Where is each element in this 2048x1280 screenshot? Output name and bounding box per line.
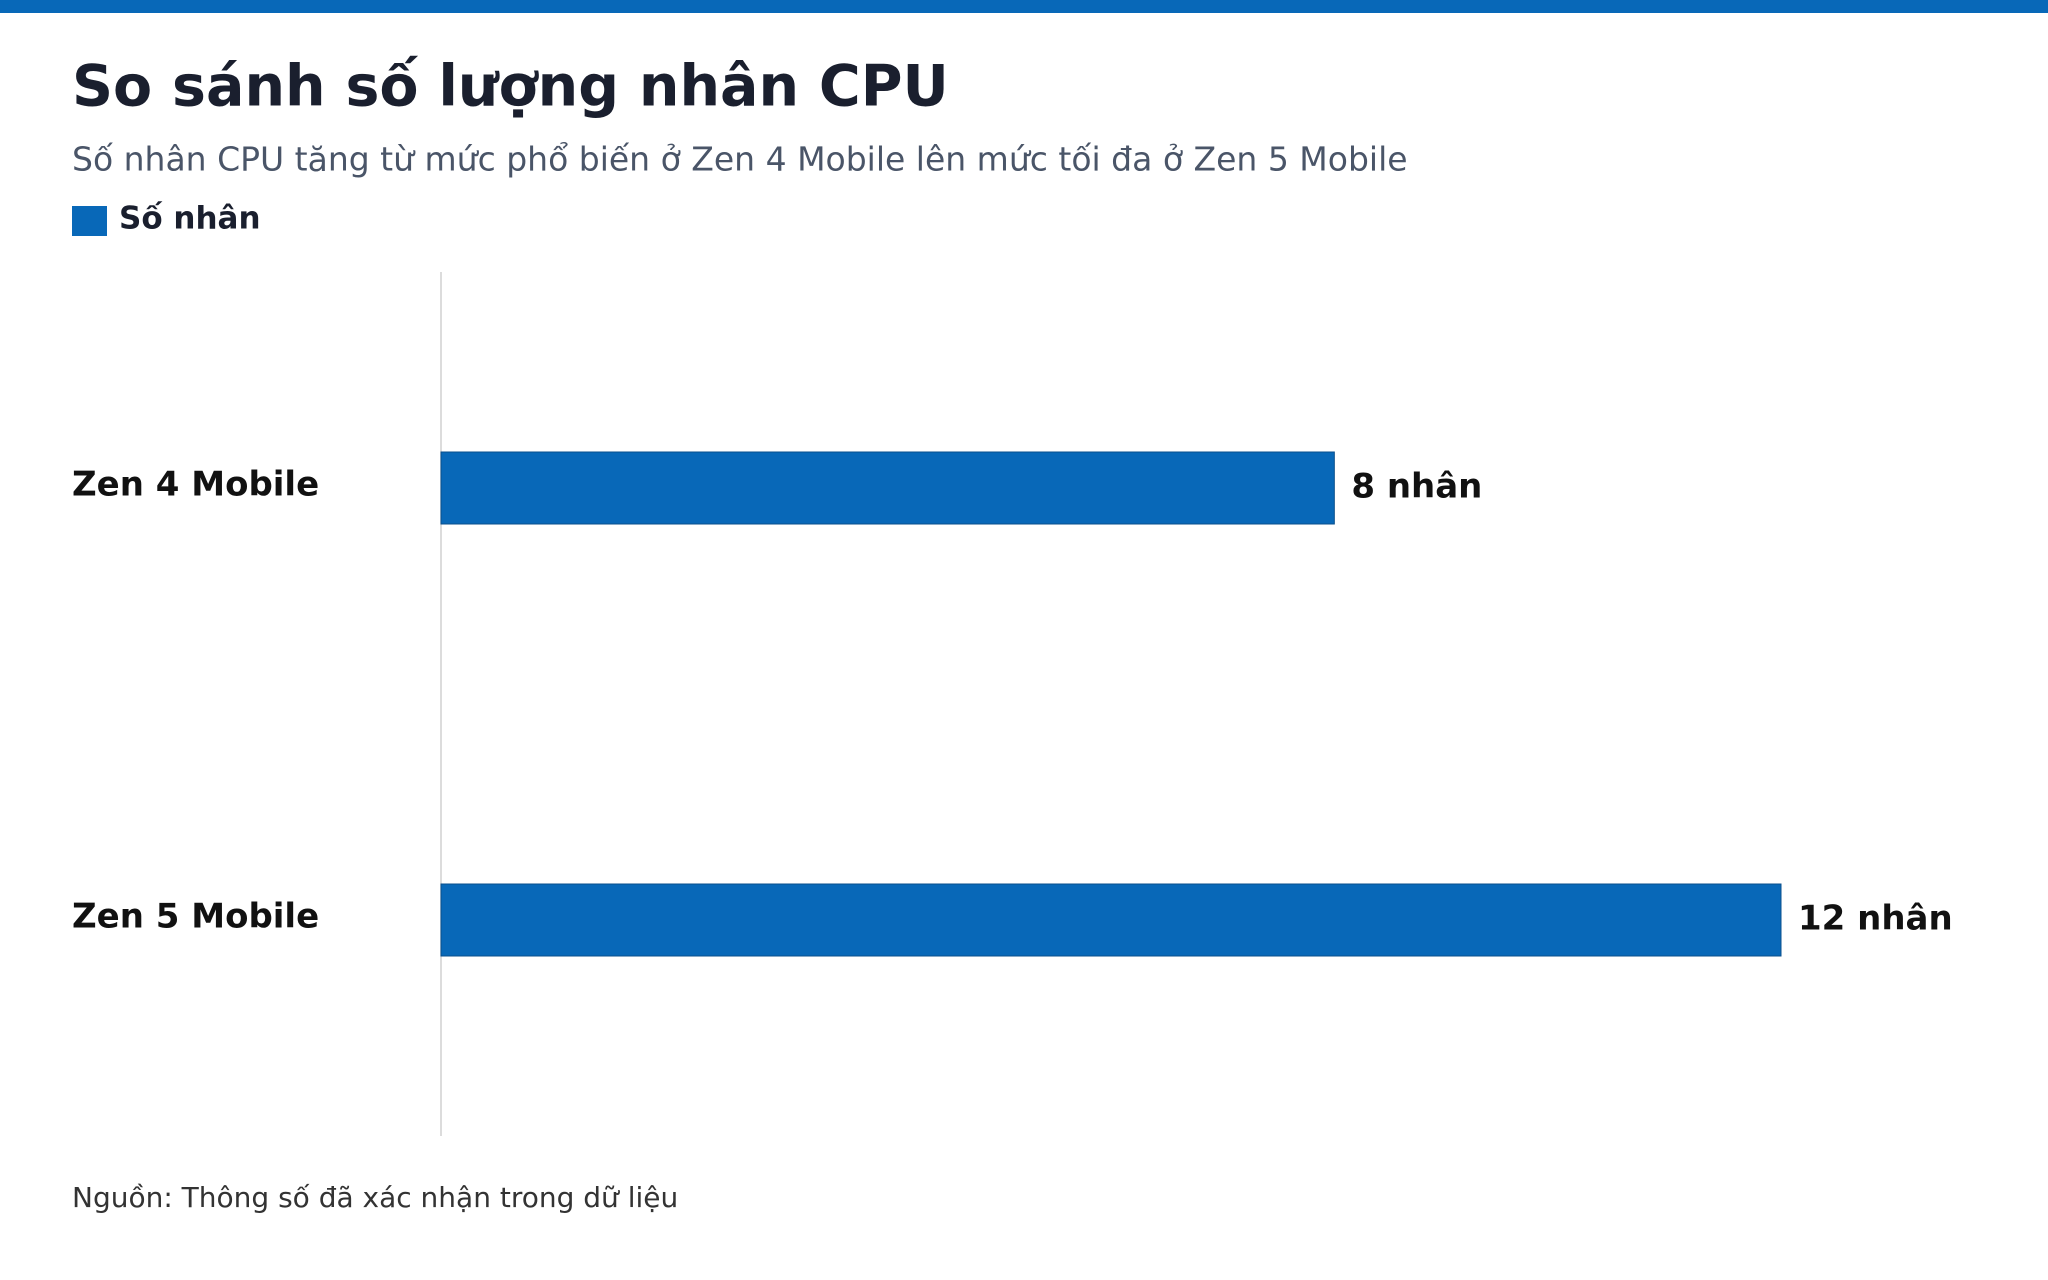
legend-swatch xyxy=(72,206,107,236)
source-note: Nguồn: Thông số đã xác nhận trong dữ liệ… xyxy=(72,1181,678,1214)
bar xyxy=(440,451,1335,525)
value-label: 8 nhân xyxy=(1351,467,1482,507)
chart-subtitle: Số nhân CPU tăng từ mức phổ biến ở Zen 4… xyxy=(72,140,1408,179)
top-bar xyxy=(0,0,2048,13)
chart-title: So sánh số lượng nhân CPU xyxy=(72,54,949,120)
legend-label: Số nhân xyxy=(119,201,261,237)
category-label: Zen 4 Mobile xyxy=(72,465,319,505)
bar xyxy=(440,883,1782,957)
value-label: 12 nhân xyxy=(1798,899,1953,939)
category-label: Zen 5 Mobile xyxy=(72,897,319,937)
